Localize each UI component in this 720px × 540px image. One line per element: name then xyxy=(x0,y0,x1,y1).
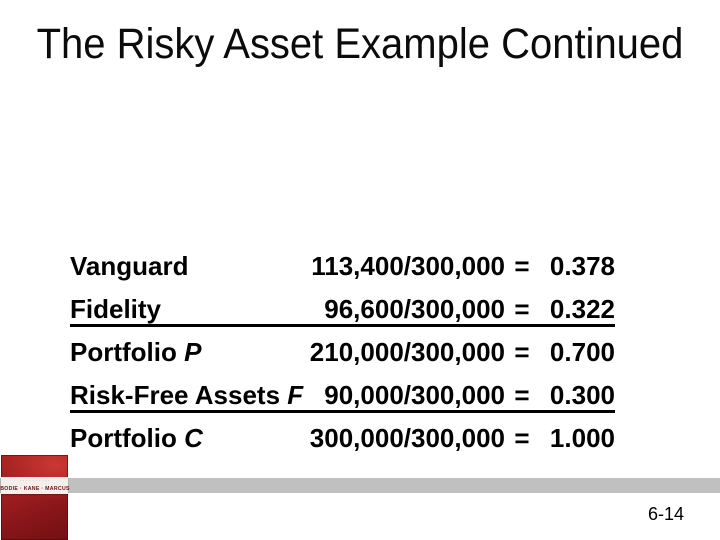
table-row-vanguard: Vanguard 113,400/300,000 = 0.378 xyxy=(70,251,615,281)
equals-sign: = xyxy=(514,380,530,410)
row-value: 0.322 xyxy=(549,294,615,324)
row-value: 0.700 xyxy=(549,337,615,367)
row-fraction: 300,000/300,000 xyxy=(309,423,505,453)
equals-sign: = xyxy=(514,294,530,324)
row-value: 0.378 xyxy=(549,251,615,281)
equals-sign: = xyxy=(514,337,530,367)
footer-divider-band xyxy=(0,478,720,493)
textbook-cover-image: · · · · · · · · · · BODIE · KANE · MARCU… xyxy=(0,455,70,540)
row-fraction: 90,000/300,000 xyxy=(324,380,505,410)
table-row-portfolio-c: Portfolio C 300,000/300,000 = 1.000 xyxy=(70,423,615,453)
textbook-cover-author-band: · · · · · · · · · · BODIE · KANE · MARCU… xyxy=(0,477,70,494)
cover-tiny-text: · · · · · · · · · · xyxy=(19,479,50,483)
table-row-fidelity: Fidelity 96,600/300,000 = 0.322 xyxy=(70,294,615,327)
row-label: Risk-Free Assets F xyxy=(70,380,304,410)
row-label: Vanguard xyxy=(70,251,189,281)
row-fraction: 96,600/300,000 xyxy=(324,294,505,324)
row-label: Portfolio P xyxy=(70,337,202,367)
equals-sign: = xyxy=(514,423,530,453)
row-label: Portfolio C xyxy=(70,423,203,453)
row-fraction: 113,400/300,000 xyxy=(311,251,505,281)
row-label: Fidelity xyxy=(70,294,162,324)
slide-title: The Risky Asset Example Continued xyxy=(36,20,684,68)
row-value: 1.000 xyxy=(549,423,615,453)
equals-sign: = xyxy=(514,251,530,281)
table-row-risk-free-assets: Risk-Free Assets F 90,000/300,000 = 0.30… xyxy=(70,380,615,413)
slide-page-number: 6-14 xyxy=(647,504,684,524)
cover-authors-text: BODIE · KANE · MARCUS xyxy=(0,484,70,491)
row-value: 0.300 xyxy=(549,380,615,410)
table-row-portfolio-p: Portfolio P 210,000/300,000 = 0.700 xyxy=(70,337,615,367)
row-fraction: 210,000/300,000 xyxy=(309,337,505,367)
